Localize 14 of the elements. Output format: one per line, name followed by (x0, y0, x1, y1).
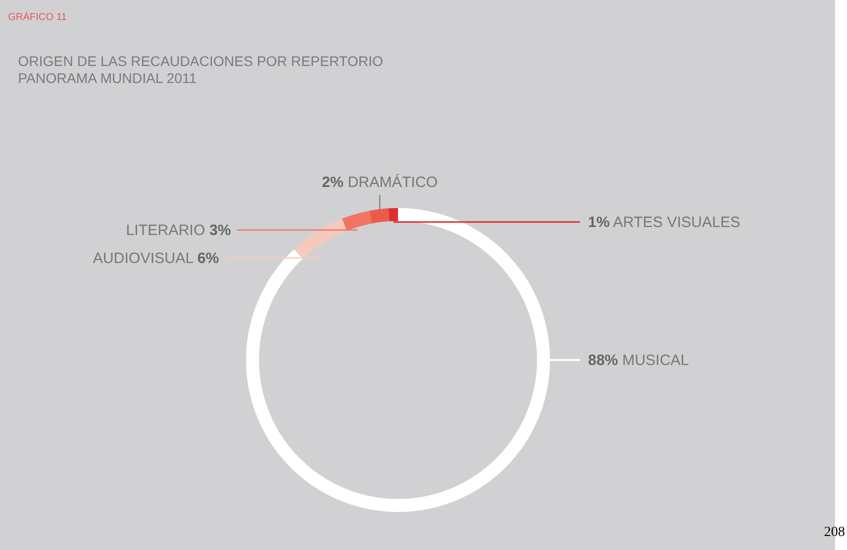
chart-subtitle: ORIGEN DE LAS RECAUDACIONES POR REPERTORIO PANORAMA MUNDIAL 2011 (18, 53, 384, 86)
data-label: 3% (209, 222, 231, 239)
slice-label: MUSICAL (618, 352, 689, 369)
chart-title: GRÁFICO 11 (8, 11, 68, 23)
slice-label: DRAMÁTICO (344, 173, 438, 191)
data-label: 2% (322, 174, 344, 191)
data-label: 1% (588, 214, 610, 231)
data-label: 88% (588, 352, 618, 369)
slice-label: LITERARIO (126, 222, 210, 239)
text: 208 (824, 525, 845, 540)
slice-label: ARTES VISUALES (610, 214, 740, 231)
donut-slice (370, 208, 390, 224)
data-label: 6% (197, 250, 219, 267)
slice-label: AUDIOVISUAL (92, 250, 198, 267)
